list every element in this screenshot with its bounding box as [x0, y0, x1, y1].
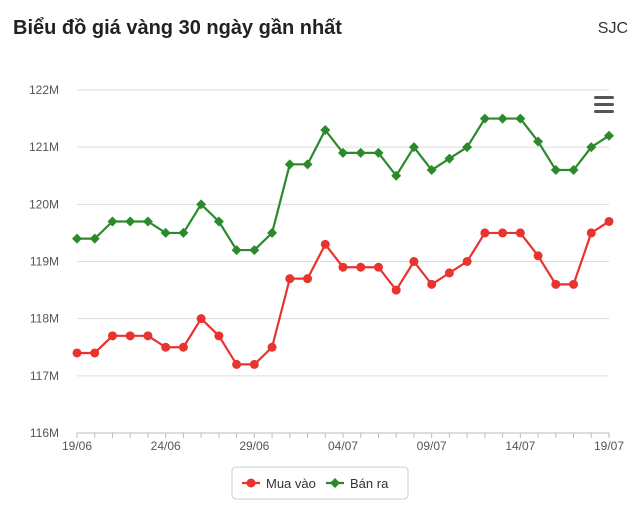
data-point: [373, 147, 384, 158]
x-tick-label: 04/07: [328, 439, 358, 453]
data-point: [107, 331, 117, 341]
data-point: [427, 279, 437, 289]
data-point: [533, 251, 543, 261]
legend-label: Bán ra: [350, 476, 389, 491]
data-point: [213, 216, 224, 227]
data-point: [72, 233, 82, 244]
y-tick-label: 119M: [30, 255, 59, 269]
data-point: [444, 153, 455, 164]
data-point: [355, 147, 366, 158]
data-point: [320, 125, 331, 136]
data-point: [426, 165, 437, 176]
data-point: [409, 257, 419, 266]
data-point: [551, 279, 561, 289]
data-point: [462, 142, 473, 153]
data-point: [107, 216, 118, 227]
x-tick-label: 24/06: [151, 439, 181, 453]
data-point: [408, 142, 419, 153]
data-point: [515, 228, 525, 238]
series-group: [72, 113, 614, 369]
y-tick-label: 117M: [30, 369, 59, 383]
data-point: [125, 331, 135, 341]
data-point: [391, 170, 402, 181]
data-point: [267, 227, 278, 238]
x-tick-label: 19/06: [62, 439, 92, 453]
data-point: [550, 165, 561, 176]
grid-lines: [77, 89, 609, 434]
data-point: [232, 359, 242, 369]
data-point: [231, 245, 242, 256]
data-point: [391, 285, 401, 295]
y-tick-label: 116M: [30, 426, 59, 440]
data-point: [320, 239, 330, 249]
data-point: [373, 262, 383, 272]
data-point: [196, 314, 206, 324]
data-point: [214, 331, 224, 341]
data-point: [515, 113, 526, 124]
data-point: [302, 159, 313, 170]
data-point: [479, 113, 490, 124]
legend-marker: [330, 478, 340, 488]
data-point: [498, 228, 508, 238]
data-point: [178, 342, 188, 352]
data-point: [480, 228, 490, 238]
data-point: [568, 165, 579, 176]
data-point: [586, 228, 596, 238]
data-point: [285, 274, 295, 284]
data-point: [338, 147, 348, 158]
legend-item-buy: Mua vào: [242, 476, 316, 491]
data-point: [90, 348, 100, 358]
series-sell: [72, 113, 614, 256]
hamburger-menu-icon[interactable]: [594, 96, 614, 113]
data-point: [604, 130, 614, 141]
data-point: [356, 262, 366, 272]
data-point: [444, 268, 454, 278]
series-line: [77, 117, 610, 252]
brand-label: SJC: [597, 20, 628, 37]
data-point: [533, 136, 544, 147]
data-point: [267, 342, 277, 352]
data-point: [72, 348, 82, 358]
data-point: [569, 279, 579, 289]
data-point: [462, 257, 472, 266]
legend-label: Mua vào: [266, 476, 316, 491]
chart-header: Biểu đồ giá vàng 30 ngày gần nhất SJC: [0, 0, 640, 64]
legend-item-sell: Bán ra: [326, 476, 389, 491]
legend-box: [231, 466, 409, 500]
y-tick-label: 118M: [30, 312, 59, 326]
data-point: [89, 233, 100, 244]
x-tick-label: 14/07: [505, 439, 535, 453]
data-point: [284, 159, 295, 170]
data-point: [338, 262, 348, 272]
legend-marker: [246, 478, 256, 488]
page-title: Biểu đồ giá vàng 30 ngày gần nhất: [13, 17, 342, 39]
x-axis: 19/06 24/06 29/06 04/07 09/07 14/07 19/07: [62, 433, 624, 453]
x-tick-label: 29/06: [239, 439, 269, 453]
y-axis-ticks: 116M 117M 118M 119M 120M 121M 122M: [29, 83, 59, 440]
y-tick-label: 120M: [29, 197, 59, 211]
series-buy: [72, 216, 614, 369]
data-point: [249, 359, 259, 369]
y-tick-label: 122M: [29, 83, 59, 97]
data-point: [125, 216, 136, 227]
data-point: [303, 274, 313, 284]
data-point: [178, 227, 189, 238]
data-point: [604, 216, 614, 226]
y-tick-label: 121M: [29, 140, 59, 154]
data-point: [142, 216, 153, 227]
chart-legend: Mua vào Bán ra: [231, 466, 409, 500]
data-point: [161, 342, 171, 352]
data-point: [196, 199, 207, 210]
data-point: [160, 227, 171, 238]
series-line: [77, 220, 610, 366]
data-point: [249, 245, 260, 256]
data-point: [586, 142, 597, 153]
data-point: [143, 331, 153, 341]
x-tick-label: 09/07: [417, 439, 447, 453]
x-tick-label: 19/07: [594, 439, 624, 453]
data-point: [497, 113, 508, 124]
